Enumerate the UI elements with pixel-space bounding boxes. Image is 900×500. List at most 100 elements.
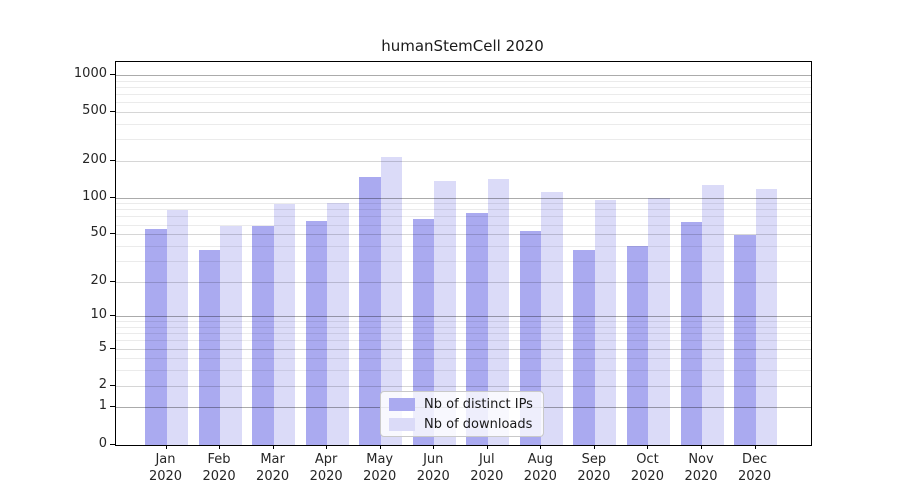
ips-swatch (389, 397, 415, 411)
y-tick-label: 5 (98, 339, 107, 355)
x-tick-label: Aug 2020 (523, 452, 557, 484)
bar-jun-ips (412, 219, 435, 445)
bar-dec-downloads (755, 189, 778, 445)
y-tick-label: 200 (82, 151, 107, 167)
legend: Nb of distinct IPs Nb of downloads (380, 391, 544, 437)
y-tick-label: 20 (90, 272, 107, 288)
y-tick-mark (110, 233, 115, 235)
bar-nov-downloads (702, 185, 724, 445)
y-tick-label: 100 (82, 188, 107, 204)
major-gridline (116, 74, 811, 76)
minor-gridline (116, 209, 811, 211)
legend-row-ips: Nb of distinct IPs (389, 397, 535, 412)
bar-jan-ips (145, 228, 167, 445)
minor-gridline (116, 321, 811, 323)
x-tick-mark (540, 445, 542, 449)
y-tick-mark (110, 73, 115, 75)
x-tick-label: Jun 2020 (416, 452, 450, 484)
bar-apr-downloads (327, 202, 349, 445)
x-tick-mark (379, 445, 381, 449)
y-tick-mark (110, 196, 115, 198)
y-tick-mark (110, 406, 115, 408)
bar-jan-downloads (166, 209, 188, 445)
major-gridline (116, 111, 811, 113)
y-tick-mark (110, 315, 115, 317)
minor-gridline (116, 102, 811, 104)
bar-may-downloads (380, 156, 403, 445)
minor-gridline (116, 370, 811, 372)
minor-gridline (116, 86, 811, 88)
minor-gridline (116, 333, 811, 335)
y-tick-label: 1 (98, 398, 107, 414)
bar-dec-ips (734, 234, 756, 445)
y-tick-mark (110, 280, 115, 282)
plot-area (115, 61, 812, 446)
y-tick-label: 2 (98, 376, 107, 392)
x-tick-mark (701, 445, 702, 449)
bar-oct-ips (626, 246, 649, 445)
y-tick-mark (110, 110, 115, 112)
x-tick-label: Nov 2020 (684, 452, 718, 484)
downloads-swatch (389, 417, 415, 431)
legend-label-ips: Nb of distinct IPs (424, 396, 533, 412)
y-tick-label: 1000 (73, 65, 107, 81)
x-tick-mark (647, 445, 649, 449)
minor-gridline (116, 260, 811, 262)
x-tick-mark (593, 445, 595, 449)
bar-sep-ips (573, 250, 595, 445)
bar-aug-downloads (541, 192, 563, 445)
major-gridline (116, 160, 811, 162)
bar-oct-downloads (648, 198, 670, 445)
y-tick-mark (110, 443, 115, 445)
y-tick-label: 0 (98, 435, 107, 451)
bar-mar-ips (252, 226, 274, 445)
x-tick-label: Jul 2020 (470, 452, 504, 484)
bar-may-ips (359, 177, 381, 445)
x-tick-mark (219, 445, 221, 449)
bar-feb-ips (198, 250, 221, 445)
chart-title: humanStemCell 2020 (381, 37, 544, 55)
minor-gridline (116, 216, 811, 218)
bar-jun-downloads (434, 180, 456, 445)
minor-gridline (116, 340, 811, 342)
minor-gridline (116, 245, 811, 247)
x-tick-label: Sep 2020 (577, 452, 611, 484)
y-tick-mark (110, 347, 115, 349)
minor-gridline (116, 203, 811, 205)
legend-row-downloads: Nb of downloads (389, 417, 535, 432)
bar-sep-downloads (594, 199, 617, 445)
minor-gridline (116, 94, 811, 95)
x-tick-label: Dec 2020 (738, 452, 772, 484)
minor-gridline (116, 358, 811, 360)
minor-gridline (116, 224, 811, 226)
major-gridline (116, 385, 811, 387)
bar-jul-ips (466, 213, 488, 445)
minor-gridline (116, 326, 811, 328)
x-tick-mark (165, 445, 167, 449)
bar-mar-downloads (273, 204, 296, 445)
major-gridline (116, 348, 811, 350)
bar-apr-ips (305, 220, 328, 445)
x-tick-label: Jan 2020 (148, 452, 183, 484)
x-tick-mark (486, 445, 488, 449)
major-gridline (116, 197, 811, 199)
bar-jul-downloads (487, 179, 510, 445)
x-tick-label: Oct 2020 (630, 452, 664, 484)
x-tick-mark (326, 445, 328, 449)
y-tick-mark (110, 384, 115, 386)
x-tick-mark (433, 445, 435, 449)
x-tick-mark (754, 445, 756, 449)
minor-gridline (116, 139, 811, 141)
y-tick-label: 10 (90, 307, 107, 323)
minor-gridline (116, 123, 811, 125)
minor-gridline (116, 80, 811, 82)
bar-feb-downloads (220, 226, 242, 445)
y-tick-mark (110, 159, 115, 161)
x-tick-mark (272, 445, 274, 449)
major-gridline (116, 281, 811, 283)
y-tick-label: 50 (90, 225, 107, 241)
x-tick-label: Mar 2020 (256, 452, 290, 484)
x-tick-label: May 2020 (363, 452, 397, 484)
x-tick-label: Feb 2020 (202, 452, 236, 484)
